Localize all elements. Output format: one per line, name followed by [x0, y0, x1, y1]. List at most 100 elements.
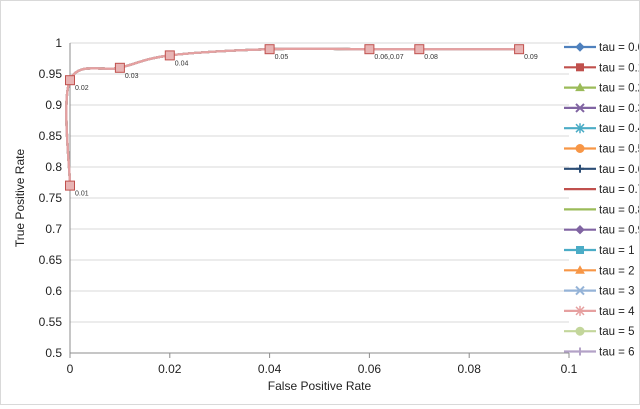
legend: tau = 0.08 tau = 0.1 tau = 0.2 tau = 0.3 tau… [564, 42, 640, 359]
series-line-top [65, 47, 520, 186]
x-tick-label: 0.04 [258, 362, 282, 376]
point-label: 0.06,0.07 [374, 54, 403, 61]
axes: 0.5 0.55 0.6 0.65 0.7 0.75 0.8 0.85 0.9 0.95 1 0 0.0… [39, 36, 578, 376]
legend-label: tau = 0.5 [599, 144, 639, 156]
series-line [65, 47, 520, 186]
triangle-icon [575, 82, 585, 92]
legend-label: tau = 0.2 [599, 83, 639, 95]
x-tick-label: 0.1 [561, 362, 578, 376]
data-point-marker [114, 62, 125, 73]
legend-label: tau = 2 [599, 265, 635, 277]
series-line [65, 47, 520, 186]
y-tick-label: 0.6 [45, 284, 62, 298]
point-label: 0.05 [275, 54, 289, 61]
legend-item: tau = 0.8 [564, 204, 640, 216]
legend-item: tau = 0.4 [564, 123, 640, 135]
series-line [65, 47, 520, 186]
legend-item: tau = 5 [564, 326, 635, 338]
series-line [65, 47, 520, 186]
legend-label: tau = 4 [599, 306, 635, 318]
series-line [65, 47, 520, 186]
legend-label: tau = 0.6 [599, 164, 639, 176]
legend-label: tau = 3 [599, 286, 635, 298]
point-label: 0.03 [125, 73, 139, 80]
data-point-marker [514, 44, 525, 55]
y-axis-title: True Positive Rate [13, 149, 27, 248]
legend-label: tau = 6 [599, 347, 635, 359]
triangle-icon [575, 265, 585, 274]
series-line [65, 47, 520, 186]
plus-icon [576, 347, 584, 356]
y-tick-label: 0.95 [39, 67, 63, 81]
series-line [65, 47, 520, 186]
x-axis-title: False Positive Rate [268, 379, 372, 393]
legend-item: tau = 4 [564, 306, 635, 318]
legend-label: tau = 1 [599, 245, 635, 257]
circle-icon [575, 144, 585, 153]
legend-label: tau = 0.1 [599, 62, 639, 74]
legend-item: tau = 0.6 [564, 164, 640, 176]
y-tick-label: 0.65 [39, 253, 63, 267]
series-line [65, 47, 520, 186]
legend-label: tau = 0.4 [599, 123, 639, 135]
data-point-marker [65, 180, 75, 191]
y-tick-label: 0.5 [45, 346, 62, 360]
point-label: 0.01 [75, 191, 89, 198]
legend-label: tau = 0.9 [599, 225, 639, 237]
point-label: 0.02 [75, 85, 89, 92]
y-tick-label: 0.7 [45, 222, 62, 236]
series-line [65, 47, 520, 186]
x-icon [575, 103, 585, 113]
series-line [65, 47, 520, 186]
data-point-marker [414, 44, 425, 55]
series-line [65, 47, 520, 186]
legend-label: tau = 0.7 [599, 184, 639, 196]
legend-item: tau = 0.1 [564, 62, 640, 74]
point-label: 0.09 [524, 54, 538, 61]
diamond-icon [575, 224, 585, 235]
y-tick-label: 1 [55, 36, 62, 50]
series-line [65, 47, 520, 186]
x-tick-label: 0.02 [158, 362, 182, 376]
square-icon [576, 246, 584, 254]
legend-item: tau = 0.5 [564, 144, 640, 156]
legend-item: tau = 0.7 [564, 184, 640, 196]
data-point-marker [264, 44, 275, 55]
point-label: 0.08 [424, 54, 438, 61]
y-tick-label: 0.85 [39, 129, 63, 143]
series-line [65, 47, 520, 186]
legend-item: tau = 0.3 [564, 103, 640, 115]
data-points [65, 44, 525, 191]
star-icon [575, 123, 585, 134]
y-tick-label: 0.9 [45, 98, 62, 112]
x-tick-label: 0.06 [358, 362, 382, 376]
legend-item: tau = 0.2 [564, 82, 640, 95]
series-line [65, 47, 520, 186]
x-icon [575, 285, 585, 296]
legend-label: tau = 5 [599, 326, 635, 338]
series-line [65, 47, 520, 186]
legend-item: tau = 2 [564, 265, 635, 277]
data-point-marker [164, 50, 175, 61]
circle-icon [575, 326, 585, 336]
y-tick-label: 0.8 [45, 160, 62, 174]
diamond-icon [575, 42, 585, 52]
x-tick-label: 0 [67, 362, 74, 376]
legend-item: tau = 1 [564, 245, 635, 257]
series-lines [65, 47, 520, 186]
star-icon [575, 305, 585, 316]
legend-item: tau = 6 [564, 347, 635, 359]
square-icon [576, 63, 584, 72]
point-labels: 0.01 0.02 0.03 0.04 0.05 0.06,0.07 0.08 0.09 [75, 54, 538, 197]
plus-icon [576, 164, 584, 173]
data-point-marker [364, 44, 375, 55]
data-point-marker [65, 75, 75, 86]
point-label: 0.04 [175, 60, 189, 67]
legend-label: tau = 0.08 [599, 42, 639, 54]
gridlines [70, 42, 569, 354]
y-tick-label: 0.75 [39, 191, 63, 205]
legend-item: tau = 0.08 [564, 42, 640, 54]
legend-label: tau = 0.3 [599, 103, 639, 115]
